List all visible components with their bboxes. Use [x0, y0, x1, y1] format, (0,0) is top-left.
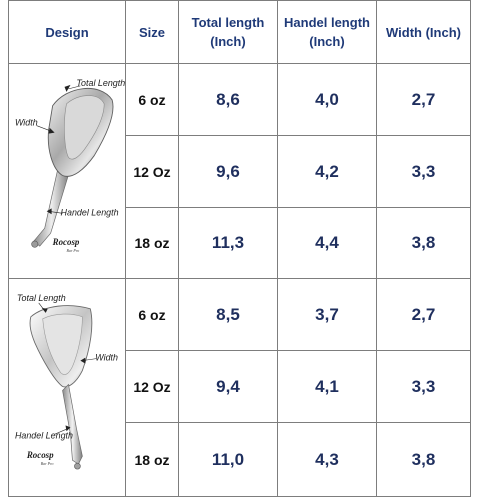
- header-total-length: Total length (Inch): [178, 0, 278, 64]
- scoop-1-total-length-label: Total Length: [76, 78, 125, 88]
- scoop-1-handle-length-label: Handel Length: [61, 207, 119, 217]
- handle-length-cell: 4,4: [277, 207, 377, 279]
- table-row: 12 Oz 9,4 4,1 3,3: [9, 350, 471, 423]
- handle-length-cell: 3,7: [277, 278, 377, 351]
- total-length-cell: 11,0: [178, 422, 278, 497]
- scoop-2-brand-sub: Bar Pro: [41, 461, 54, 466]
- handle-length-cell: 4,1: [277, 350, 377, 423]
- size-cell: 18 oz: [125, 207, 179, 279]
- width-cell: 3,3: [376, 350, 471, 423]
- handle-length-cell: 4,0: [277, 63, 377, 136]
- header-handle-length: Handel length (Inch): [277, 0, 377, 64]
- scoop-2-total-length-label: Total Length: [17, 293, 66, 303]
- design-illustration-scoop-1: Total Length Width Handel Length Rocosp …: [8, 63, 126, 279]
- size-cell: 6 oz: [125, 63, 179, 136]
- table-row: 12 Oz 9,6 4,2 3,3: [9, 135, 471, 208]
- scoop-2-width-label: Width: [95, 353, 118, 363]
- width-cell: 3,3: [376, 135, 471, 208]
- header-size: Size: [125, 0, 179, 64]
- table-row: Total Length Width Handel Length Rocosp …: [8, 63, 471, 279]
- size-cell: 6 oz: [125, 278, 179, 351]
- scoop-2-handle-length-label: Handel Length: [15, 430, 73, 440]
- table-row: 18 oz 11,0 4,3 3,8: [9, 422, 471, 497]
- width-cell: 3,8: [376, 207, 471, 279]
- total-length-cell: 9,4: [178, 350, 278, 423]
- scoop-2-brand-logo: Rocosp: [26, 450, 54, 460]
- total-length-cell: 9,6: [178, 135, 278, 208]
- scoop-2-illustration: Total Length Width Handel Length Rocosp …: [15, 293, 118, 470]
- width-cell: 3,8: [376, 422, 471, 497]
- size-cell: 12 Oz: [125, 350, 179, 423]
- scoop-1-brand-sub: Bar Pro: [67, 248, 80, 253]
- scoop-size-table: Design Size Total length (Inch) Handel l…: [8, 0, 471, 497]
- header-row: Design Size Total length (Inch) Handel l…: [8, 0, 471, 64]
- total-length-cell: 11,3: [178, 207, 278, 279]
- table-row: 18 oz 11,3 4,4 3,8: [9, 207, 471, 279]
- size-cell: 18 oz: [125, 422, 179, 497]
- size-cell: 12 Oz: [125, 135, 179, 208]
- header-design: Design: [8, 0, 126, 64]
- width-cell: 2,7: [376, 278, 471, 351]
- scoop-1-width-label: Width: [15, 118, 38, 128]
- handle-length-cell: 4,2: [277, 135, 377, 208]
- scoop-1-brand-logo: Rocosp: [52, 237, 80, 247]
- width-cell: 2,7: [376, 63, 471, 136]
- design-illustration-scoop-2: Total Length Width Handel Length Rocosp …: [8, 278, 126, 497]
- table-row: Total Length Width Handel Length Rocosp …: [8, 278, 471, 497]
- handle-length-cell: 4,3: [277, 422, 377, 497]
- total-length-cell: 8,6: [178, 63, 278, 136]
- scoop-1-illustration: Total Length Width Handel Length Rocosp …: [15, 78, 125, 253]
- total-length-cell: 8,5: [178, 278, 278, 351]
- header-width: Width (Inch): [376, 0, 471, 64]
